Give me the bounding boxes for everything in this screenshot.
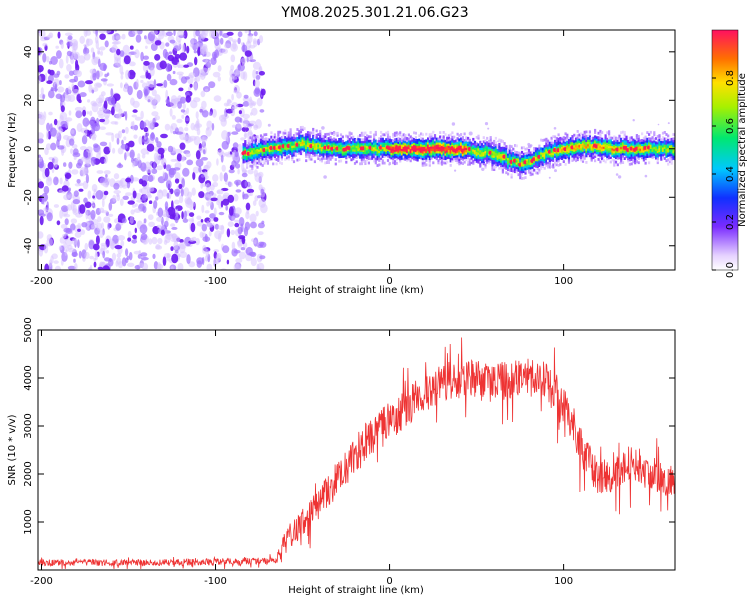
spectrogram-x-tick-label: -200 bbox=[30, 276, 53, 287]
snr-series-line bbox=[38, 337, 675, 570]
spectrogram-y-tick-label: -20 bbox=[23, 189, 34, 205]
snr-x-tick-label: -200 bbox=[30, 576, 53, 587]
spectrogram-x-tick-label: 100 bbox=[554, 276, 573, 287]
spectrogram-frame bbox=[37, 29, 676, 271]
snr-x-tick-label: 100 bbox=[554, 576, 573, 587]
spectrogram-y-tick-label: 40 bbox=[23, 45, 34, 58]
spectrogram-y-tick-label: -40 bbox=[23, 238, 34, 254]
colorbar-gradient bbox=[711, 29, 739, 271]
spectrogram-x-tick-label: 0 bbox=[386, 276, 392, 287]
spectrogram-y-ticks: -40 -20 0 20 40 bbox=[23, 45, 675, 254]
colorbar-ticks: 0.0 0.2 0.4 0.6 0.8 bbox=[712, 70, 736, 278]
snr-y-axis-label: SNR (10 * v/v) bbox=[7, 414, 18, 485]
snr-frame bbox=[37, 329, 676, 571]
snr-y-tick-label: 3000 bbox=[23, 413, 34, 438]
spectrogram-plot-area bbox=[38, 30, 675, 270]
colorbar-tick-label: 0.8 bbox=[725, 70, 736, 86]
snr-panel: -200 -100 0 100 1000 2000 3000 4000 5000 Height… bbox=[7, 317, 676, 596]
spectrogram-x-tick-label: -100 bbox=[204, 276, 227, 287]
colorbar-tick-label: 0.0 bbox=[725, 262, 736, 278]
spectrogram-x-ticks: -200 -100 0 100 bbox=[30, 30, 573, 287]
snr-y-tick-label: 2000 bbox=[23, 461, 34, 486]
snr-x-ticks: -200 -100 0 100 bbox=[30, 330, 573, 587]
spectrogram-ridge bbox=[241, 125, 675, 180]
spectrogram-y-axis-label: Frequency (Hz) bbox=[7, 112, 18, 188]
spectrogram-y-tick-label: 20 bbox=[23, 94, 34, 107]
snr-y-ticks: 1000 2000 3000 4000 5000 bbox=[23, 317, 675, 535]
snr-y-tick-label: 1000 bbox=[23, 509, 34, 534]
spectrogram-x-axis-label: Height of straight line (km) bbox=[288, 285, 424, 296]
spectrogram-noise-region bbox=[38, 30, 670, 270]
colorbar-tick-label: 0.2 bbox=[725, 214, 736, 230]
spectrogram-y-tick-label: 0 bbox=[23, 146, 34, 152]
snr-x-tick-label: 0 bbox=[386, 576, 392, 587]
snr-x-tick-label: -100 bbox=[204, 576, 227, 587]
colorbar-label: Normalized spectral amplitude bbox=[737, 73, 748, 227]
colorbar-tick-label: 0.4 bbox=[725, 166, 736, 182]
snr-x-axis-label: Height of straight line (km) bbox=[288, 585, 424, 596]
colorbar-tick-label: 0.6 bbox=[725, 118, 736, 134]
snr-y-tick-label: 4000 bbox=[23, 365, 34, 390]
snr-y-tick-label: 5000 bbox=[23, 317, 34, 342]
colorbar: 0.0 0.2 0.4 0.6 0.8 Normalized spectral ampl… bbox=[711, 29, 748, 278]
figure-title: YM08.2025.301.21.06.G23 bbox=[280, 5, 468, 21]
